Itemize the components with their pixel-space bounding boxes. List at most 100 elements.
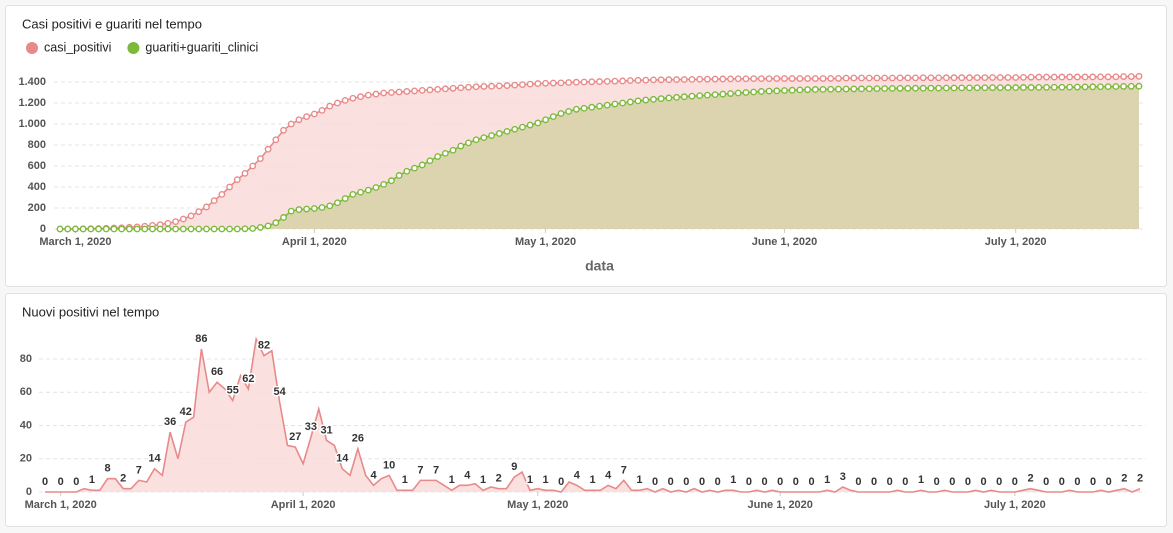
- point: [388, 89, 395, 96]
- point: [611, 100, 619, 108]
- point: [179, 215, 187, 223]
- point: [164, 219, 172, 227]
- point: [1066, 83, 1074, 91]
- data-label: 1: [402, 474, 408, 486]
- point: [750, 88, 758, 96]
- point: [966, 84, 973, 92]
- point: [542, 79, 549, 87]
- data-label: 1: [730, 474, 736, 486]
- point: [56, 225, 64, 233]
- point: [888, 85, 896, 92]
- point: [226, 225, 233, 233]
- point: [1073, 73, 1081, 81]
- point: [865, 74, 873, 82]
- point: [973, 84, 981, 92]
- point: [426, 86, 434, 94]
- point: [873, 85, 881, 93]
- point: [704, 75, 711, 83]
- point: [927, 74, 935, 82]
- x-tick-label: June 1, 2020: [747, 499, 812, 511]
- point: [511, 81, 519, 89]
- data-label: 7: [621, 464, 627, 476]
- point: [341, 195, 349, 202]
- point: [449, 146, 457, 154]
- point: [919, 84, 927, 92]
- data-label: 0: [793, 476, 799, 488]
- y-tick-label: 0: [26, 486, 32, 498]
- point: [326, 202, 334, 210]
- x-tick-label: July 1, 2020: [985, 236, 1047, 248]
- point: [349, 94, 357, 102]
- point: [118, 225, 126, 233]
- point: [696, 75, 704, 83]
- point: [519, 123, 526, 131]
- point: [572, 105, 580, 113]
- point: [210, 197, 218, 205]
- point: [711, 75, 719, 83]
- point: [503, 82, 511, 89]
- point: [1004, 74, 1012, 81]
- point: [858, 74, 865, 82]
- data-label: 0: [871, 476, 877, 488]
- point: [904, 84, 912, 92]
- point: [904, 74, 912, 82]
- data-label: 0: [934, 476, 940, 488]
- point: [1135, 72, 1143, 80]
- data-label: 0: [1059, 476, 1065, 488]
- data-label: 0: [996, 476, 1002, 488]
- point: [1097, 73, 1104, 81]
- data-label: 1: [636, 474, 642, 486]
- data-label: 7: [136, 464, 142, 476]
- area: [60, 86, 1139, 229]
- point: [287, 120, 295, 128]
- point: [626, 98, 634, 106]
- point: [72, 225, 79, 233]
- point: [850, 85, 858, 93]
- point: [927, 84, 935, 92]
- point: [596, 102, 603, 110]
- point: [565, 79, 573, 86]
- point: [989, 74, 996, 81]
- point: [765, 87, 773, 95]
- point: [434, 153, 442, 160]
- point: [457, 142, 465, 150]
- data-label: 2: [1027, 473, 1033, 485]
- data-label: 0: [1090, 476, 1096, 488]
- y-tick-label: 600: [28, 160, 46, 172]
- area: [45, 339, 1140, 492]
- data-label: 8: [105, 463, 111, 475]
- point: [1066, 73, 1074, 81]
- data-label: 62: [242, 373, 254, 385]
- point: [318, 204, 326, 211]
- point: [310, 110, 318, 118]
- line: [45, 336, 1141, 493]
- point: [179, 225, 187, 233]
- point: [156, 225, 164, 233]
- data-label: 0: [668, 476, 674, 488]
- data-label: 0: [887, 476, 893, 488]
- point: [195, 208, 203, 216]
- point: [704, 91, 711, 99]
- data-label: 2: [496, 473, 502, 485]
- point: [958, 84, 966, 92]
- data-label: 0: [777, 476, 783, 488]
- point: [888, 74, 896, 82]
- point: [303, 113, 311, 121]
- point: [865, 85, 873, 93]
- point: [1043, 73, 1050, 81]
- point: [935, 74, 943, 82]
- point: [1058, 83, 1066, 91]
- point: [912, 74, 919, 82]
- point: [542, 116, 549, 124]
- chart-title: Nuovi positivi nel tempo: [22, 304, 159, 319]
- point: [210, 225, 218, 233]
- point: [688, 75, 696, 83]
- point: [1050, 83, 1058, 91]
- point: [1081, 73, 1089, 81]
- point: [172, 225, 180, 233]
- point: [1035, 83, 1043, 91]
- point: [249, 162, 257, 170]
- point: [650, 76, 657, 84]
- point: [827, 75, 835, 82]
- data-label: 1: [527, 474, 533, 486]
